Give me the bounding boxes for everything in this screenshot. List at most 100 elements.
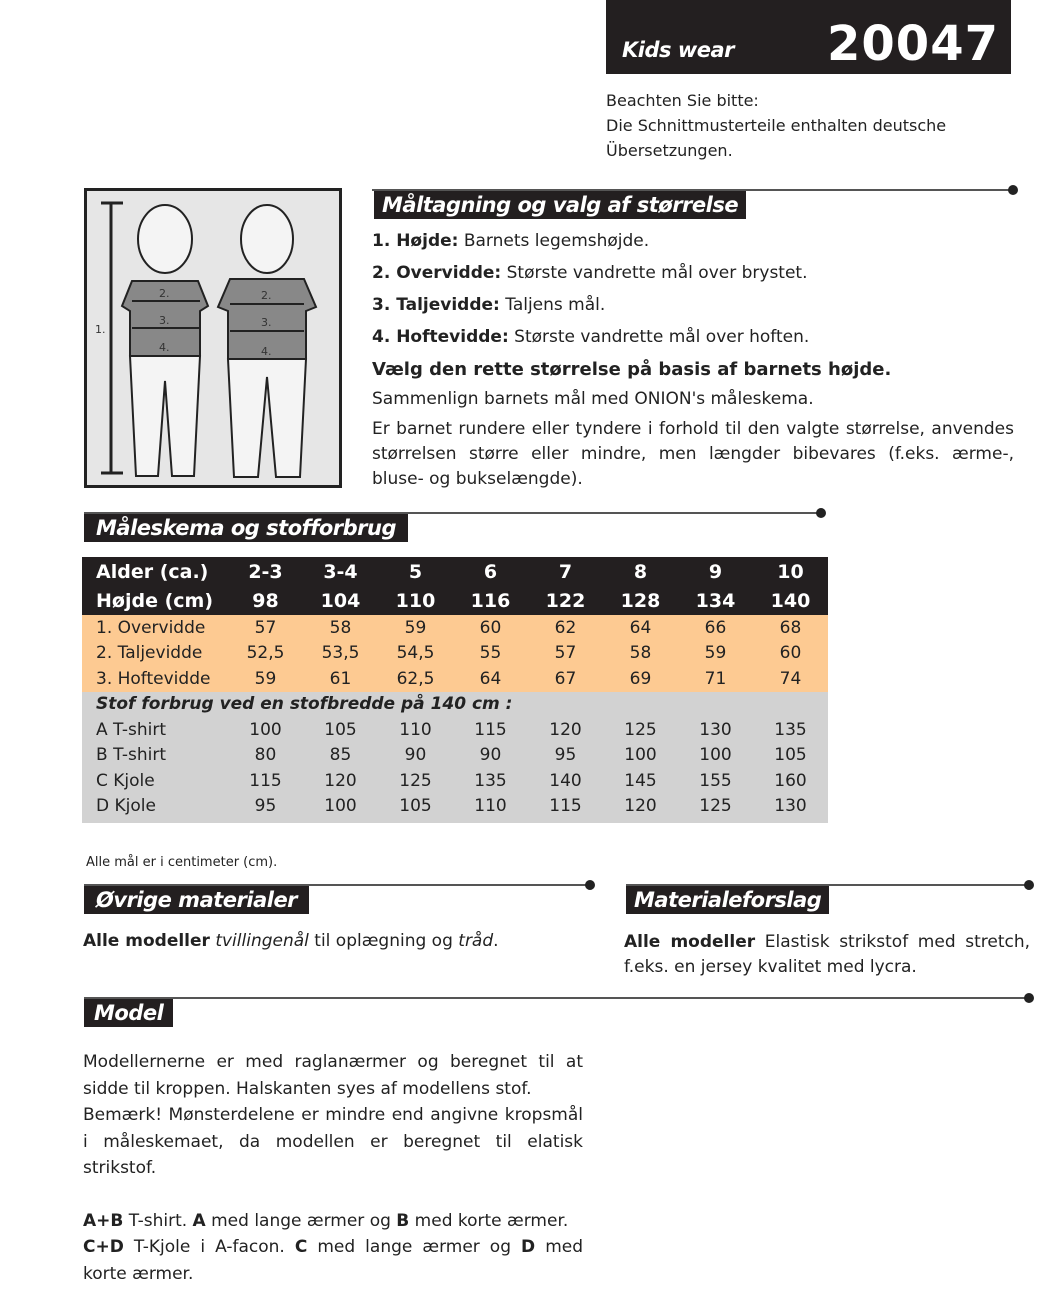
label-waist: 3. bbox=[261, 316, 272, 329]
measure-row: 1. Overvidde 57 58 59 60 62 64 66 68 bbox=[82, 615, 828, 641]
table-heading: Måleskema og stofforbrug bbox=[84, 514, 408, 542]
cell: 125 bbox=[678, 793, 753, 819]
cell: 100 bbox=[228, 717, 303, 743]
cell: 66 bbox=[678, 615, 753, 641]
cell: 135 bbox=[753, 717, 828, 743]
term: 3. Taljevidde: bbox=[372, 295, 500, 315]
cell: 57 bbox=[528, 640, 603, 666]
cell: 110 bbox=[453, 793, 528, 819]
children-figures-image: 1. 2. 3. 4. 2. 3. 4. bbox=[95, 201, 318, 478]
italic: tråd bbox=[458, 931, 494, 951]
measuring-heading: Måltagning og valg af størrelse bbox=[374, 191, 747, 219]
row-label: D Kjole bbox=[82, 793, 228, 819]
cell: 59 bbox=[378, 615, 453, 641]
t: T-shirt. bbox=[123, 1210, 193, 1231]
cell: 80 bbox=[228, 742, 303, 768]
cell: 128 bbox=[603, 586, 678, 615]
cell: 116 bbox=[453, 586, 528, 615]
cell: 98 bbox=[228, 586, 303, 615]
section-rule bbox=[84, 884, 588, 886]
label-chest: 2. bbox=[261, 289, 272, 302]
materials-heading: Øvrige materialer bbox=[84, 886, 310, 914]
t: med korte ærmer. bbox=[83, 1237, 583, 1284]
desc: Største vandrette mål over hoften. bbox=[508, 327, 810, 347]
b: B bbox=[396, 1210, 410, 1231]
cell: 140 bbox=[753, 586, 828, 615]
cell: 110 bbox=[378, 586, 453, 615]
cell: 5 bbox=[378, 557, 453, 586]
cell: 9 bbox=[678, 557, 753, 586]
label-hip: 4. bbox=[261, 345, 272, 358]
cell: 155 bbox=[678, 768, 753, 794]
cell: 58 bbox=[303, 615, 378, 641]
adjust-text: Er barnet rundere eller tyndere i forhol… bbox=[372, 419, 1014, 489]
term: 4. Hoftevidde: bbox=[372, 327, 509, 347]
row-label: 2. Taljevidde bbox=[82, 640, 228, 666]
fabric-subheader: Stof forbrug ved en stofbredde på 140 cm… bbox=[82, 691, 828, 717]
b: C+D bbox=[83, 1237, 124, 1257]
cell: 120 bbox=[303, 768, 378, 794]
row-label: 1. Overvidde bbox=[82, 615, 228, 641]
cell: 95 bbox=[528, 742, 603, 768]
cell: 8 bbox=[603, 557, 678, 586]
b: A bbox=[192, 1210, 206, 1231]
note-line: Die Schnittmusterteile enthalten deutsch… bbox=[606, 116, 947, 135]
cell: 100 bbox=[603, 742, 678, 768]
measure-item: 4. Hoftevidde: Største vandrette mål ove… bbox=[372, 325, 1014, 350]
cell: 3-4 bbox=[303, 557, 378, 586]
label-height: 1. bbox=[95, 323, 106, 336]
cell: 115 bbox=[228, 768, 303, 794]
label-chest: 2. bbox=[159, 287, 170, 300]
pattern-number: 20047 bbox=[827, 16, 999, 72]
cell: 115 bbox=[453, 717, 528, 743]
rule-dot bbox=[585, 880, 595, 890]
cell: 134 bbox=[678, 586, 753, 615]
cell: 160 bbox=[753, 768, 828, 794]
section-rule bbox=[84, 512, 820, 514]
measure-item: 1. Højde: Barnets legemshøjde. bbox=[372, 229, 1014, 254]
measure-item: 3. Taljevidde: Taljens mål. bbox=[372, 293, 1014, 318]
cell: 115 bbox=[528, 793, 603, 819]
model-paragraph: Bemærk! Mønsterdelene er mindre end angi… bbox=[83, 1105, 583, 1178]
desc: Barnets legemshøjde. bbox=[458, 231, 650, 251]
cell: 122 bbox=[528, 586, 603, 615]
cell: 105 bbox=[378, 793, 453, 819]
bold: Alle modeller bbox=[83, 931, 210, 951]
cell: 105 bbox=[303, 717, 378, 743]
header-row: Alder (ca.) 2-3 3-4 5 6 7 8 9 10 bbox=[82, 557, 828, 586]
table-footnote: Alle mål er i centimeter (cm). bbox=[86, 855, 278, 870]
measure-row: 2. Taljevidde 52,5 53,5 54,5 55 57 58 59 60 bbox=[82, 640, 828, 666]
cell: 61 bbox=[303, 666, 378, 692]
size-chart-table: Alder (ca.) 2-3 3-4 5 6 7 8 9 10 Højde (cm) 98 104 1… bbox=[82, 557, 828, 823]
size-advice: Vælg den rette størrelse på basis af bar… bbox=[372, 359, 892, 380]
cell: 90 bbox=[453, 742, 528, 768]
fabric-row: D Kjole 95 100 105 110 115 120 125 130 bbox=[82, 793, 828, 819]
cell: 7 bbox=[528, 557, 603, 586]
suggestion-text: Alle modeller Elastisk strikstof med str… bbox=[624, 930, 1030, 980]
cell: 62 bbox=[528, 615, 603, 641]
cell: 64 bbox=[453, 666, 528, 692]
cell: 67 bbox=[528, 666, 603, 692]
cell: 95 bbox=[228, 793, 303, 819]
rule-dot bbox=[1024, 880, 1034, 890]
measurement-illustration: 1. 2. 3. 4. 2. 3. 4. bbox=[84, 188, 342, 488]
cell: 125 bbox=[603, 717, 678, 743]
cell: 2-3 bbox=[228, 557, 303, 586]
cell: 110 bbox=[378, 717, 453, 743]
cell: 60 bbox=[453, 615, 528, 641]
t: T-Kjole i A-facon. bbox=[123, 1237, 295, 1257]
fabric-row: B T-shirt 80 85 90 90 95 100 100 105 bbox=[82, 742, 828, 768]
row-label: Alder (ca.) bbox=[82, 557, 228, 586]
cell: 125 bbox=[378, 768, 453, 794]
spacer-row bbox=[82, 819, 828, 823]
section-rule bbox=[626, 884, 1030, 886]
cell: 100 bbox=[678, 742, 753, 768]
cell: 68 bbox=[753, 615, 828, 641]
t: med lange ærmer og bbox=[307, 1237, 522, 1257]
cell: 90 bbox=[378, 742, 453, 768]
rule-dot bbox=[816, 508, 826, 518]
rule-dot bbox=[1024, 993, 1034, 1003]
fabric-row: A T-shirt 100 105 110 115 120 125 130 135 bbox=[82, 717, 828, 743]
cell: 100 bbox=[303, 793, 378, 819]
model-heading: Model bbox=[84, 999, 174, 1027]
